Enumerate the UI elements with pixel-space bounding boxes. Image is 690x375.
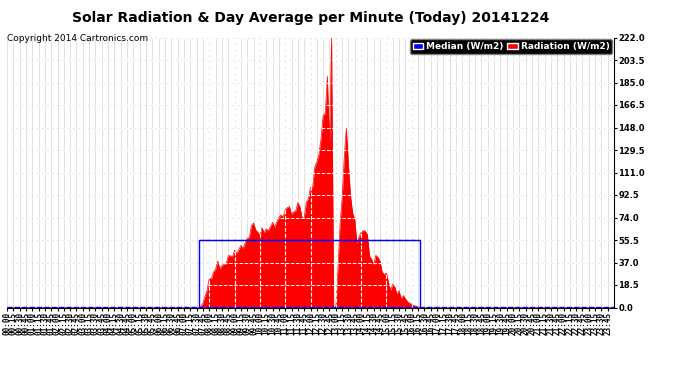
Bar — [199, 240, 420, 308]
Text: Copyright 2014 Cartronics.com: Copyright 2014 Cartronics.com — [7, 34, 148, 43]
Text: Solar Radiation & Day Average per Minute (Today) 20141224: Solar Radiation & Day Average per Minute… — [72, 11, 549, 25]
Legend: Median (W/m2), Radiation (W/m2): Median (W/m2), Radiation (W/m2) — [410, 39, 612, 54]
